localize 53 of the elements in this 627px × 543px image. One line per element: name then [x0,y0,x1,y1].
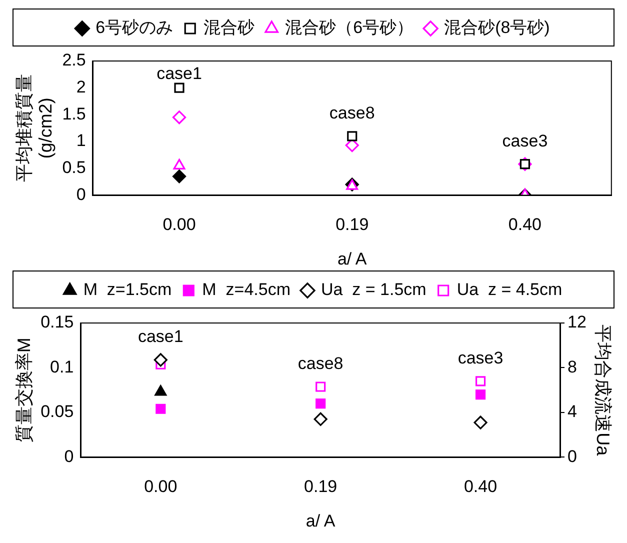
x-tick-label: 0.19 [336,215,369,234]
point [475,376,486,386]
y-tick-label: 2 [76,78,86,97]
y2-tick-label: 12 [567,312,586,332]
legend-label: M z=1.5cm [83,280,172,300]
legend-label: 混合砂(8号砂) [444,18,550,38]
legend-label: Ua z = 1.5cm [320,280,426,300]
y-tick-label: 0 [64,446,74,466]
annotation: case8 [329,103,375,122]
y2-tick-label: 4 [567,402,577,422]
annotation: case3 [502,131,548,150]
legend-label: 混合砂（6号砂） [285,18,414,38]
x-tick-label: 0.00 [162,215,196,234]
y-tick-label: 0.1 [50,357,74,376]
x-tick-label: 0.00 [144,477,178,496]
x-tick-label: 0.40 [508,215,542,234]
point [314,412,328,426]
point [156,404,166,414]
point [174,82,184,93]
x-tick-label: 0.40 [464,477,498,496]
point [154,353,168,367]
annotation: case3 [458,348,504,368]
annotation: case1 [156,64,202,84]
point [173,158,186,170]
y-axis-title: 平均堆積質量 (g/cm2) [14,74,56,182]
x-axis-title: a/ A [337,249,368,268]
y2-tick-label: 8 [567,357,577,376]
y-tick-label: 1 [76,131,86,150]
point [316,382,326,392]
point [316,398,326,409]
y-tick-label: 0.5 [62,158,86,178]
point [172,170,186,184]
legend-label: M z=4.5cm [202,280,290,300]
point [475,390,486,400]
point [347,131,358,142]
annotation: case1 [138,327,184,346]
y-tick-label: 1.5 [62,104,86,124]
point [172,110,186,124]
point [154,385,167,396]
legend-label: 6号砂のみ [96,18,174,38]
y-tick-label: 0.15 [40,312,74,332]
y-axis-title: 質量交換率M [14,338,34,443]
y-tick-label: 0.05 [40,402,74,422]
y-tick-label: 2.5 [62,50,86,70]
annotation: case8 [298,354,344,373]
y2-axis-title: 平均合成流速Ua [593,324,614,457]
x-axis-title: a/ A [306,511,336,530]
y-tick-label: 0 [76,184,86,204]
x-tick-label: 0.19 [304,477,338,496]
y2-tick-label: 0 [567,446,577,466]
legend-label: Ua z = 4.5cm [456,280,562,300]
point [474,416,488,430]
legend-label: 混合砂 [204,18,255,38]
